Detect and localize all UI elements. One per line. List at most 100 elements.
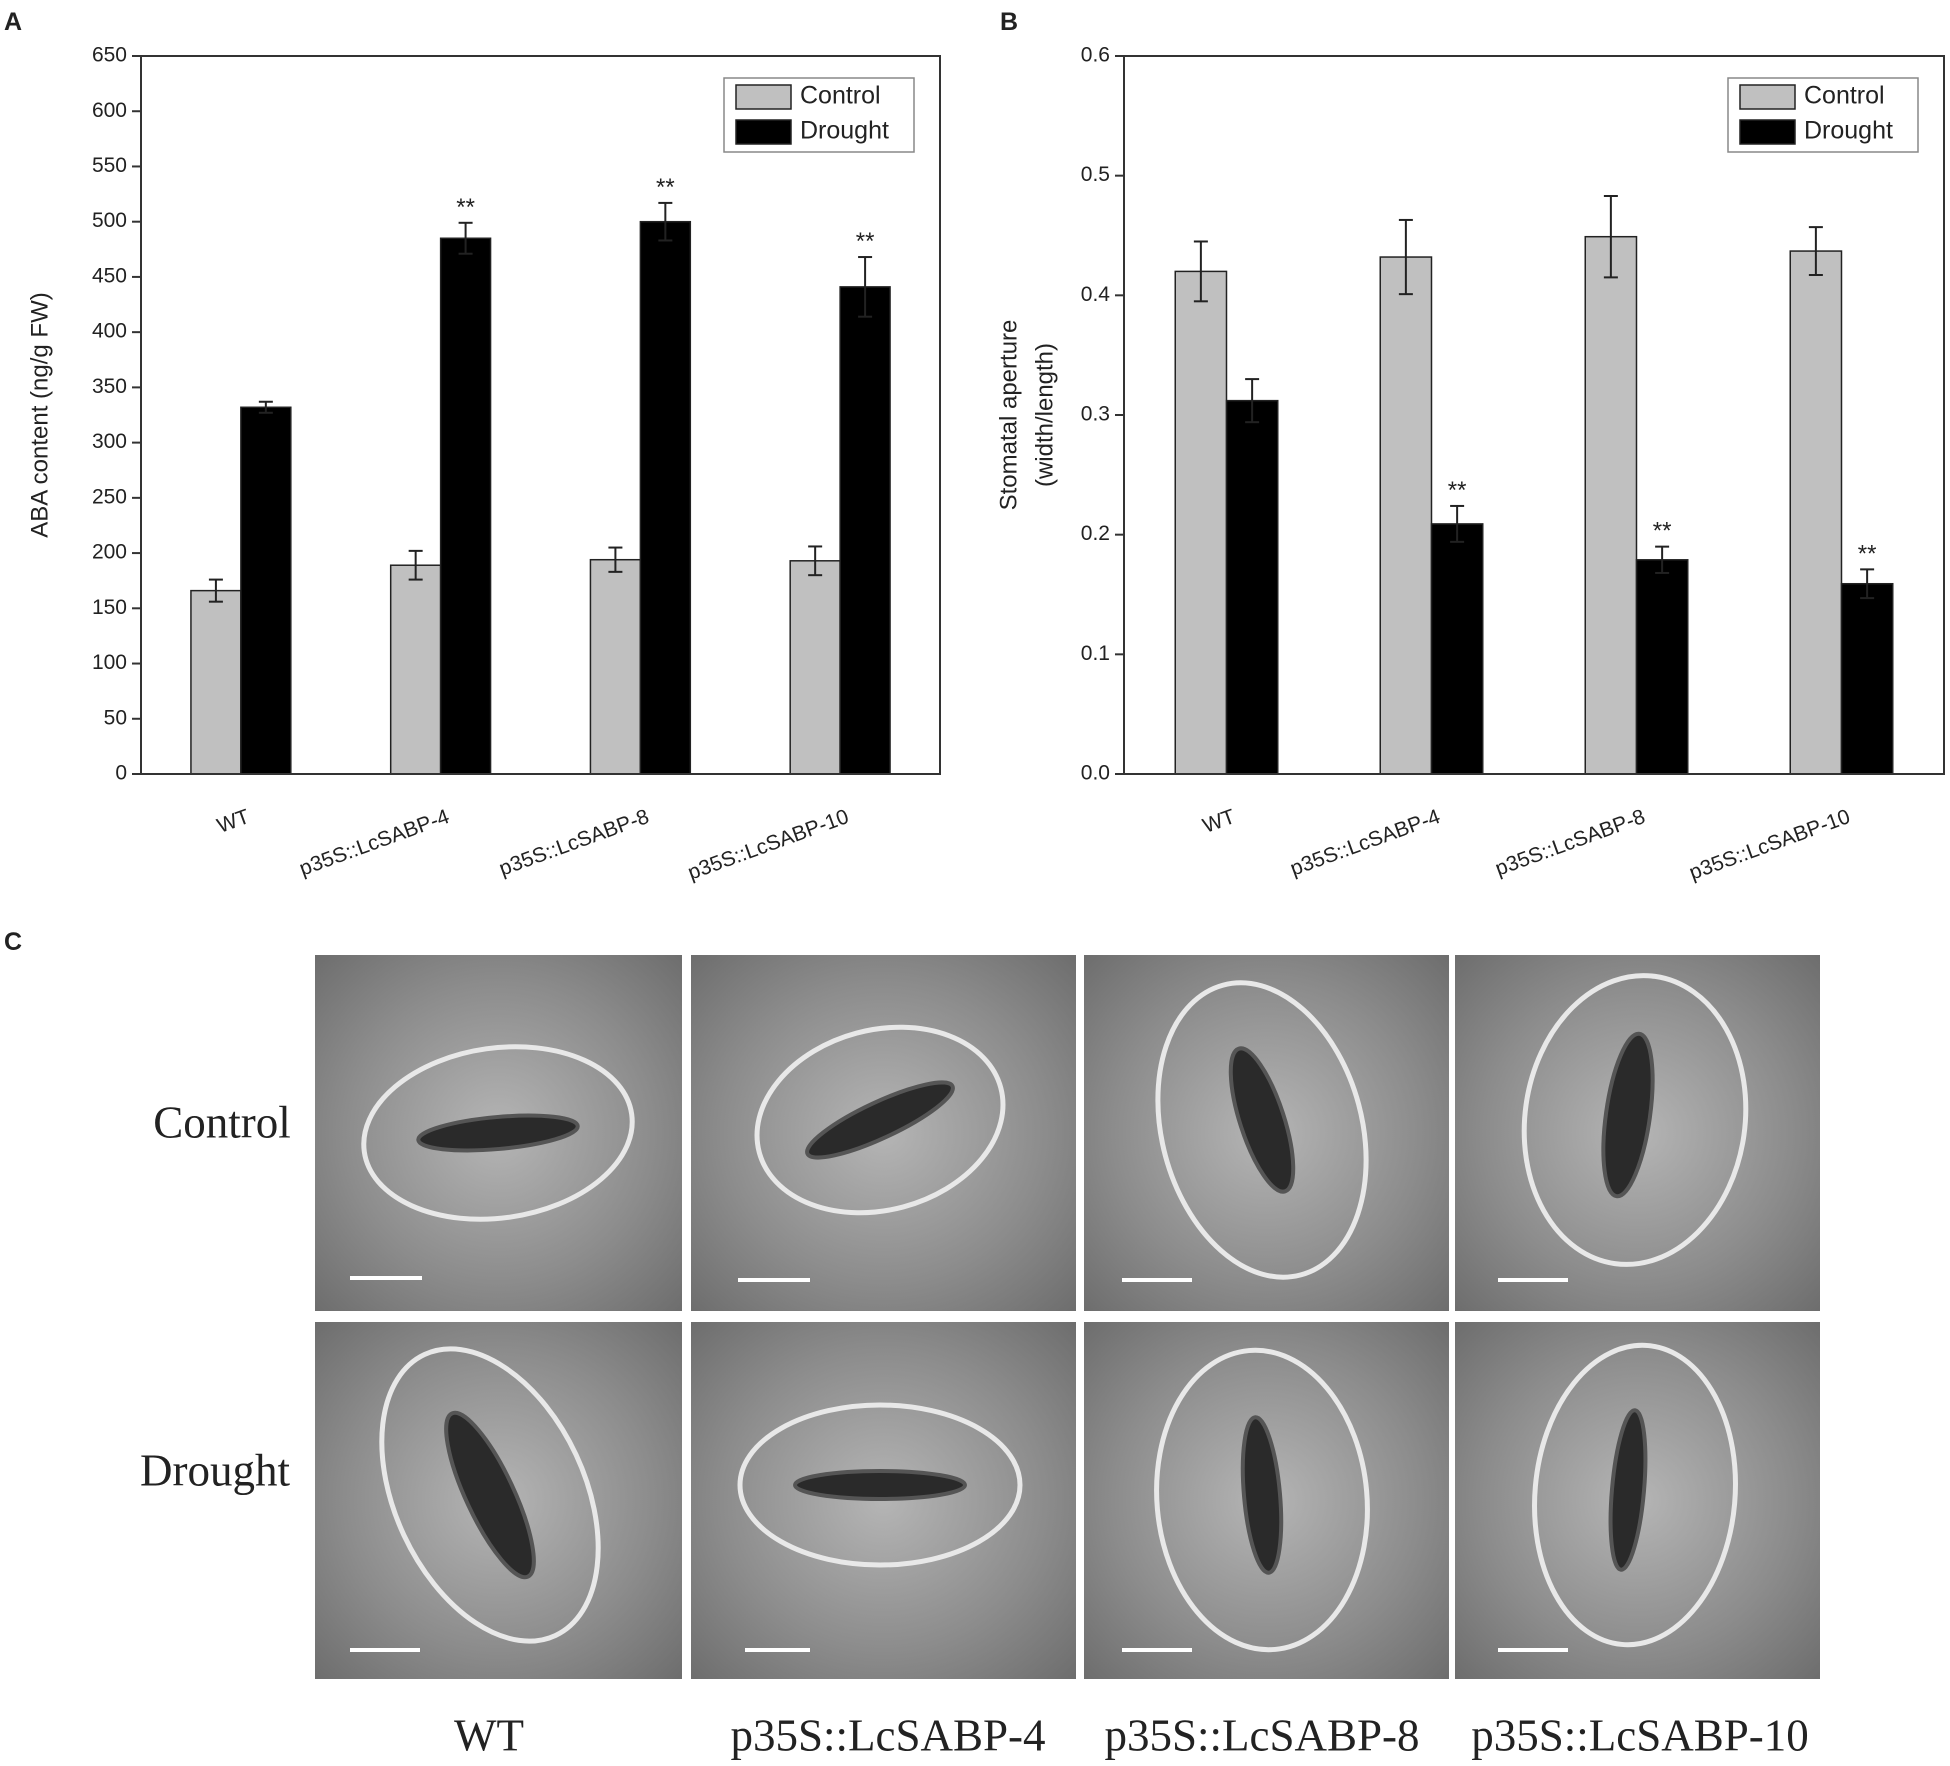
bar (589, 558, 642, 775)
axes-frame (140, 55, 941, 775)
x-tick-label: p35S::LcSABP-10 (1686, 805, 1853, 885)
error-bar (858, 256, 873, 318)
y-tick-label: 300 (92, 430, 127, 453)
bar (1430, 523, 1484, 775)
error-bar (658, 201, 673, 242)
bar (1584, 235, 1638, 775)
micrograph (315, 955, 682, 1311)
x-tick-label: p35S::LcSABP-8 (496, 805, 652, 881)
micrographs (315, 955, 1820, 1679)
y-tick-label: 0.6 (1081, 44, 1110, 67)
y-tick-label: 0.3 (1081, 403, 1110, 426)
panel-label: A (4, 8, 22, 36)
y-tick-label: 400 (92, 320, 127, 343)
x-tick-label: p35S::LcSABP-10 (685, 805, 852, 885)
legend-label: Drought (800, 117, 889, 145)
error-bar (1655, 545, 1670, 574)
bar (1840, 582, 1894, 775)
y-tick-label: 350 (92, 375, 127, 398)
significance: ** (856, 228, 875, 255)
bar (1635, 559, 1689, 775)
y-tick-label: 200 (92, 541, 127, 564)
y-tick-label: 0.1 (1081, 642, 1110, 665)
y-axis-label: Stomatal aperture (995, 320, 1022, 511)
bar (389, 564, 442, 775)
error-bar (1450, 504, 1465, 543)
y-tick-label: 150 (92, 596, 127, 619)
error-bar (1860, 568, 1875, 600)
x-tick-label: WT (214, 805, 253, 838)
column-label: WT (454, 1710, 524, 1760)
column-label: p35S::LcSABP-10 (1471, 1710, 1809, 1760)
significance: ** (1653, 518, 1672, 545)
micrograph (1084, 955, 1449, 1311)
y-tick-label: 450 (92, 264, 127, 287)
x-tick-label: p35S::LcSABP-8 (1492, 805, 1648, 881)
bar (1225, 399, 1279, 775)
legend-swatch (1739, 119, 1796, 145)
y-axis-label: (width/length) (1031, 343, 1058, 487)
micrograph (315, 1322, 682, 1679)
y-tick-label: 500 (92, 209, 127, 232)
bar (1174, 270, 1228, 775)
y-tick-label: 650 (92, 44, 127, 67)
legend-swatch (735, 84, 792, 110)
y-tick-label: 0.2 (1081, 522, 1110, 545)
legend-swatch (1739, 84, 1796, 110)
error-bar (208, 578, 223, 603)
error-bar (258, 400, 273, 414)
y-tick-label: 0.0 (1081, 762, 1110, 785)
axes-frame (1123, 55, 1945, 775)
bar (190, 589, 242, 775)
error-bar (1808, 226, 1823, 276)
panel-label: C (4, 928, 22, 956)
y-tick-label: 0.4 (1081, 283, 1111, 306)
x-tick-label: WT (1200, 805, 1239, 838)
x-tick-label: p35S::LcSABP-4 (296, 805, 452, 881)
error-bar (1245, 378, 1260, 424)
error-bar (1603, 195, 1618, 279)
micrograph (691, 1322, 1076, 1679)
y-tick-label: 100 (92, 651, 127, 674)
error-bar (408, 549, 423, 581)
legend-swatch (735, 119, 792, 145)
significance: ** (1448, 477, 1467, 504)
row-label: Control (153, 1097, 291, 1147)
legend-label: Control (800, 82, 881, 110)
micrograph (1084, 1322, 1449, 1679)
x-tick-label: p35S::LcSABP-4 (1287, 805, 1443, 881)
bar (789, 560, 841, 775)
error-bar (1193, 240, 1208, 303)
legend: Control Drought (1727, 77, 1919, 153)
micrograph (691, 955, 1076, 1311)
y-tick-label: 50 (104, 706, 127, 729)
column-label: p35S::LcSABP-8 (1104, 1710, 1419, 1760)
y-tick-label: 250 (92, 485, 127, 508)
error-bar (1398, 218, 1413, 296)
y-tick-label: 550 (92, 154, 127, 177)
error-bar (458, 221, 473, 255)
legend: Control Drought (723, 77, 915, 153)
row-label: Drought (140, 1445, 290, 1495)
bar (240, 406, 292, 775)
bar (639, 220, 692, 775)
significance: ** (656, 174, 675, 201)
error-bar (808, 545, 823, 577)
significance: ** (1858, 540, 1877, 567)
y-tick-label: 0 (115, 762, 127, 785)
bar (1789, 250, 1843, 775)
bar (439, 237, 492, 775)
y-axis-label: ABA content (ng/g FW) (26, 292, 53, 537)
error-bar (608, 546, 623, 573)
bar (1379, 256, 1433, 775)
significance: ** (456, 194, 475, 221)
legend-label: Control (1804, 82, 1885, 110)
bar (839, 286, 891, 775)
panel-label: B (1000, 8, 1018, 36)
column-label: p35S::LcSABP-4 (730, 1710, 1045, 1760)
y-tick-label: 600 (92, 99, 127, 122)
micrograph (1455, 955, 1820, 1311)
legend-label: Drought (1804, 117, 1893, 145)
micrograph (1455, 1322, 1820, 1679)
